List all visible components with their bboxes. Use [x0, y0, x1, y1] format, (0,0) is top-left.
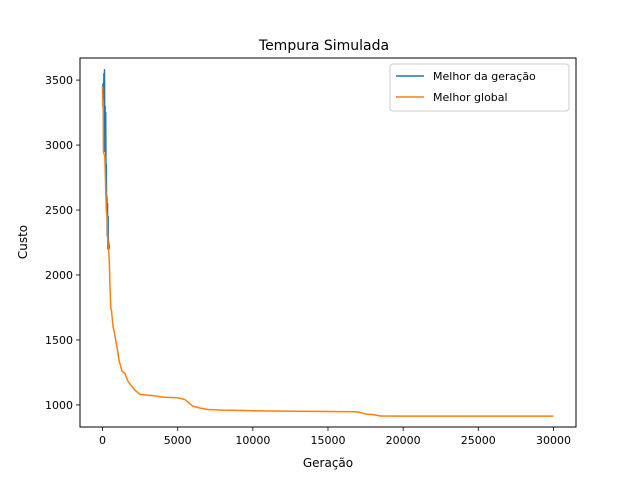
legend-label-2: Melhor global	[433, 91, 508, 104]
x-axis: 0 5000 10000 15000 20000 25000 30000	[99, 427, 571, 447]
chart-title: Tempura Simulada	[258, 38, 389, 54]
x-tick-label: 15000	[311, 434, 346, 447]
y-tick-label: 3000	[45, 139, 73, 152]
x-axis-label: Geração	[303, 456, 353, 470]
y-tick-label: 1500	[45, 334, 73, 347]
series-line-1	[101, 68, 111, 250]
series-line-2	[101, 86, 554, 417]
x-tick-label: 0	[99, 434, 106, 447]
x-tick-label: 10000	[235, 434, 270, 447]
y-tick-label: 2500	[45, 204, 73, 217]
legend-box	[389, 63, 570, 112]
y-tick-label: 1000	[45, 399, 73, 412]
plot-area	[101, 68, 554, 417]
legend-label-1: Melhor da geração	[433, 70, 536, 83]
x-tick-label: 5000	[164, 434, 192, 447]
x-tick-label: 30000	[536, 434, 571, 447]
legend: Melhor da geração Melhor global	[389, 63, 570, 112]
x-tick-label: 25000	[461, 434, 496, 447]
x-tick-label: 20000	[386, 434, 421, 447]
y-axis-label: Custo	[16, 225, 30, 259]
y-tick-label: 3500	[45, 74, 73, 87]
y-axis: 1000 1500 2000 2500 3000 3500	[45, 74, 80, 412]
y-tick-label: 2000	[45, 269, 73, 282]
